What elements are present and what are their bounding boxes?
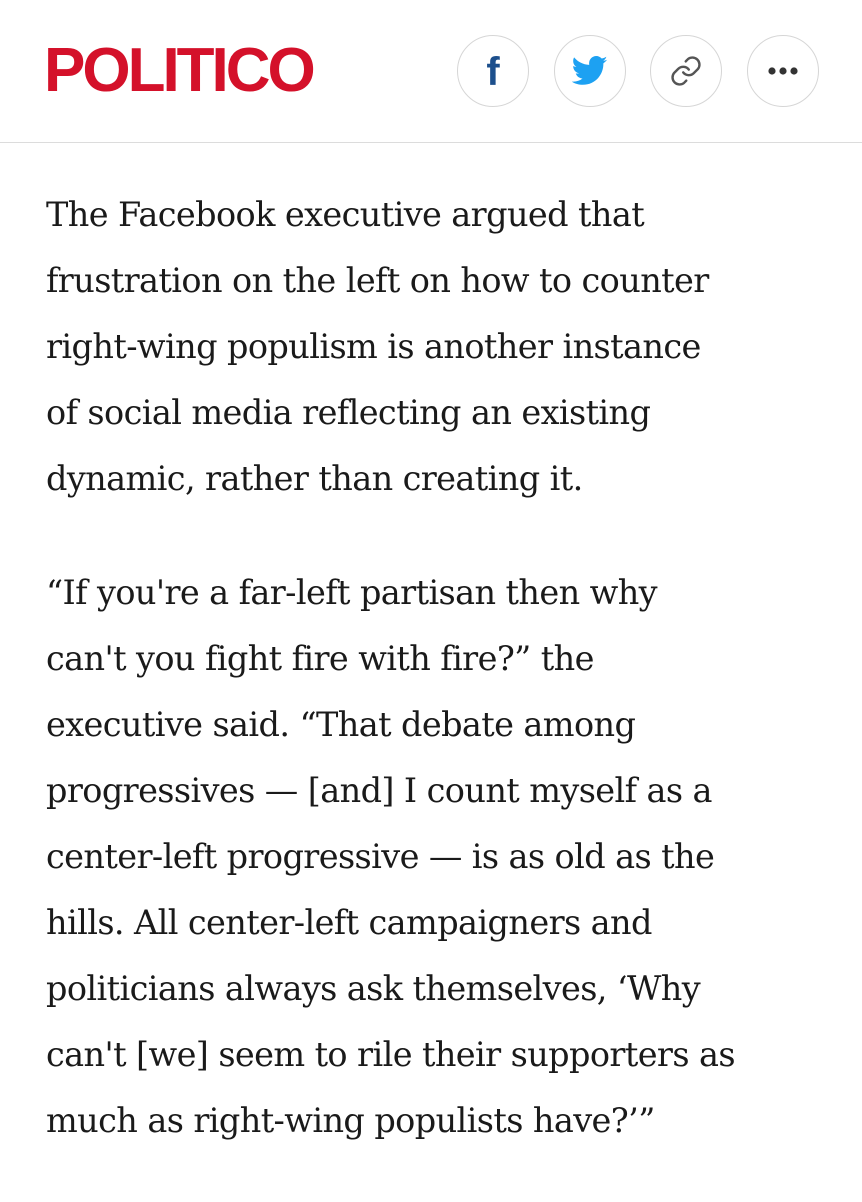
twitter-share-button[interactable] (554, 35, 626, 107)
link-icon (671, 56, 701, 86)
article-body: The Facebook executive argued that frust… (46, 182, 846, 1202)
more-options-button[interactable] (747, 35, 819, 107)
facebook-icon: f (486, 50, 500, 94)
politico-logo[interactable]: POLITICO (44, 36, 316, 105)
more-icon (768, 67, 798, 75)
copy-link-button[interactable] (650, 35, 722, 107)
site-header: POLITICO f (0, 0, 862, 143)
twitter-icon (572, 56, 608, 85)
facebook-share-button[interactable]: f (457, 35, 529, 107)
article-paragraph: The Facebook executive argued that frust… (46, 195, 709, 498)
article-paragraph: “If you're a far-left partisan then why … (46, 573, 736, 1140)
